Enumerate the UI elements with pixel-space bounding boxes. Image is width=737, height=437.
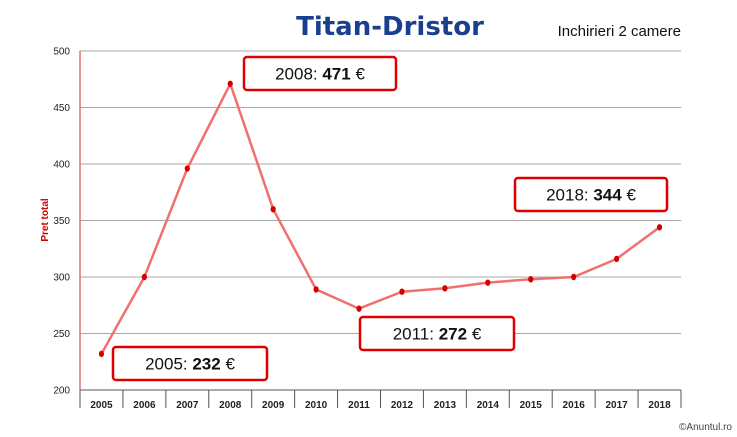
callout-year: 2018: [546,186,593,205]
callout-2008: 2008: 471 € [242,55,398,92]
callout-2018: 2018: 344 € [513,176,669,213]
y-tick-300: 300 [53,273,70,284]
x-tick-2011: 2011 [348,400,370,411]
data-point-2005 [98,350,105,358]
x-tick-2009: 2009 [262,400,285,411]
callout-box-2018 [513,176,669,213]
x-tick-2016: 2016 [563,400,586,411]
y-tick-450: 450 [53,103,70,114]
callout-value: 232 [192,355,220,374]
callout-label-2005: 2005: 232 € [145,355,235,374]
x-tick-2014: 2014 [477,400,500,411]
callout-label-2011: 2011: 272 € [393,325,482,344]
x-tick-2013: 2013 [434,400,457,411]
x-tick-labels: 2005 2006 2007 2008 2009 2010 2011 2012 2013 2014… [90,400,671,411]
callout-value: 272 [439,325,467,344]
callout-year: 2011: [393,325,439,344]
data-point-2017 [614,255,620,263]
axes [79,51,682,408]
y-tick-400: 400 [53,160,70,171]
callout-unit: € [221,355,236,374]
x-tick-2007: 2007 [176,400,199,411]
callout-2005: 2005: 232 € [111,345,269,382]
callout-unit: € [467,325,482,344]
y-tick-500: 500 [53,47,70,58]
callout-unit: € [351,65,366,84]
callout-box-2011 [358,315,516,352]
data-point-2008 [227,80,233,87]
callout-label-2008: 2008: 471 € [275,65,365,84]
x-tick-2008: 2008 [219,400,242,411]
chart-title: Titan-Dristor [296,12,484,42]
callouts: 2008: 471 €2018: 344 €2011: 272 €2005: 2… [111,55,669,382]
data-point-2013 [442,285,448,292]
data-point-2012 [399,288,405,295]
y-tick-labels: 200 250 300 350 400 450 500 [53,47,70,397]
data-point-2006 [141,273,147,281]
chart-subtitle: Inchirieri 2 camere [558,23,681,40]
callout-value: 344 [593,186,622,205]
y-axis-label: Pret total [40,198,51,242]
callout-box-2008 [242,55,398,92]
series-layer [98,80,663,358]
callout-box-2005 [111,345,269,382]
data-point-2010 [313,286,319,293]
x-tick-2006: 2006 [133,400,156,411]
series-line [100,80,661,355]
callout-year: 2008: [275,65,322,84]
callout-year: 2005: [145,355,192,374]
x-tick-2018: 2018 [648,400,671,411]
callout-2011: 2011: 272 € [358,315,516,352]
x-tick-2005: 2005 [90,400,113,411]
x-tick-2015: 2015 [520,400,543,411]
callout-value: 471 [322,65,350,84]
credit-text: ©Anuntul.ro [679,422,732,433]
data-point-2007 [184,165,190,172]
data-point-2014 [485,279,491,286]
x-tick-2017: 2017 [605,400,628,411]
callout-label-2018: 2018: 344 € [546,186,636,205]
x-tick-2012: 2012 [391,400,414,411]
data-point-2015 [528,276,534,283]
y-tick-200: 200 [53,386,70,397]
data-point-2011 [356,305,362,312]
x-tick-2010: 2010 [305,400,328,411]
y-tick-250: 250 [53,329,70,340]
callout-unit: € [622,186,637,205]
data-point-2009 [270,206,276,213]
y-tick-350: 350 [53,216,70,227]
data-point-2016 [571,273,577,281]
data-point-2018 [656,224,663,231]
gridlines [80,50,681,334]
